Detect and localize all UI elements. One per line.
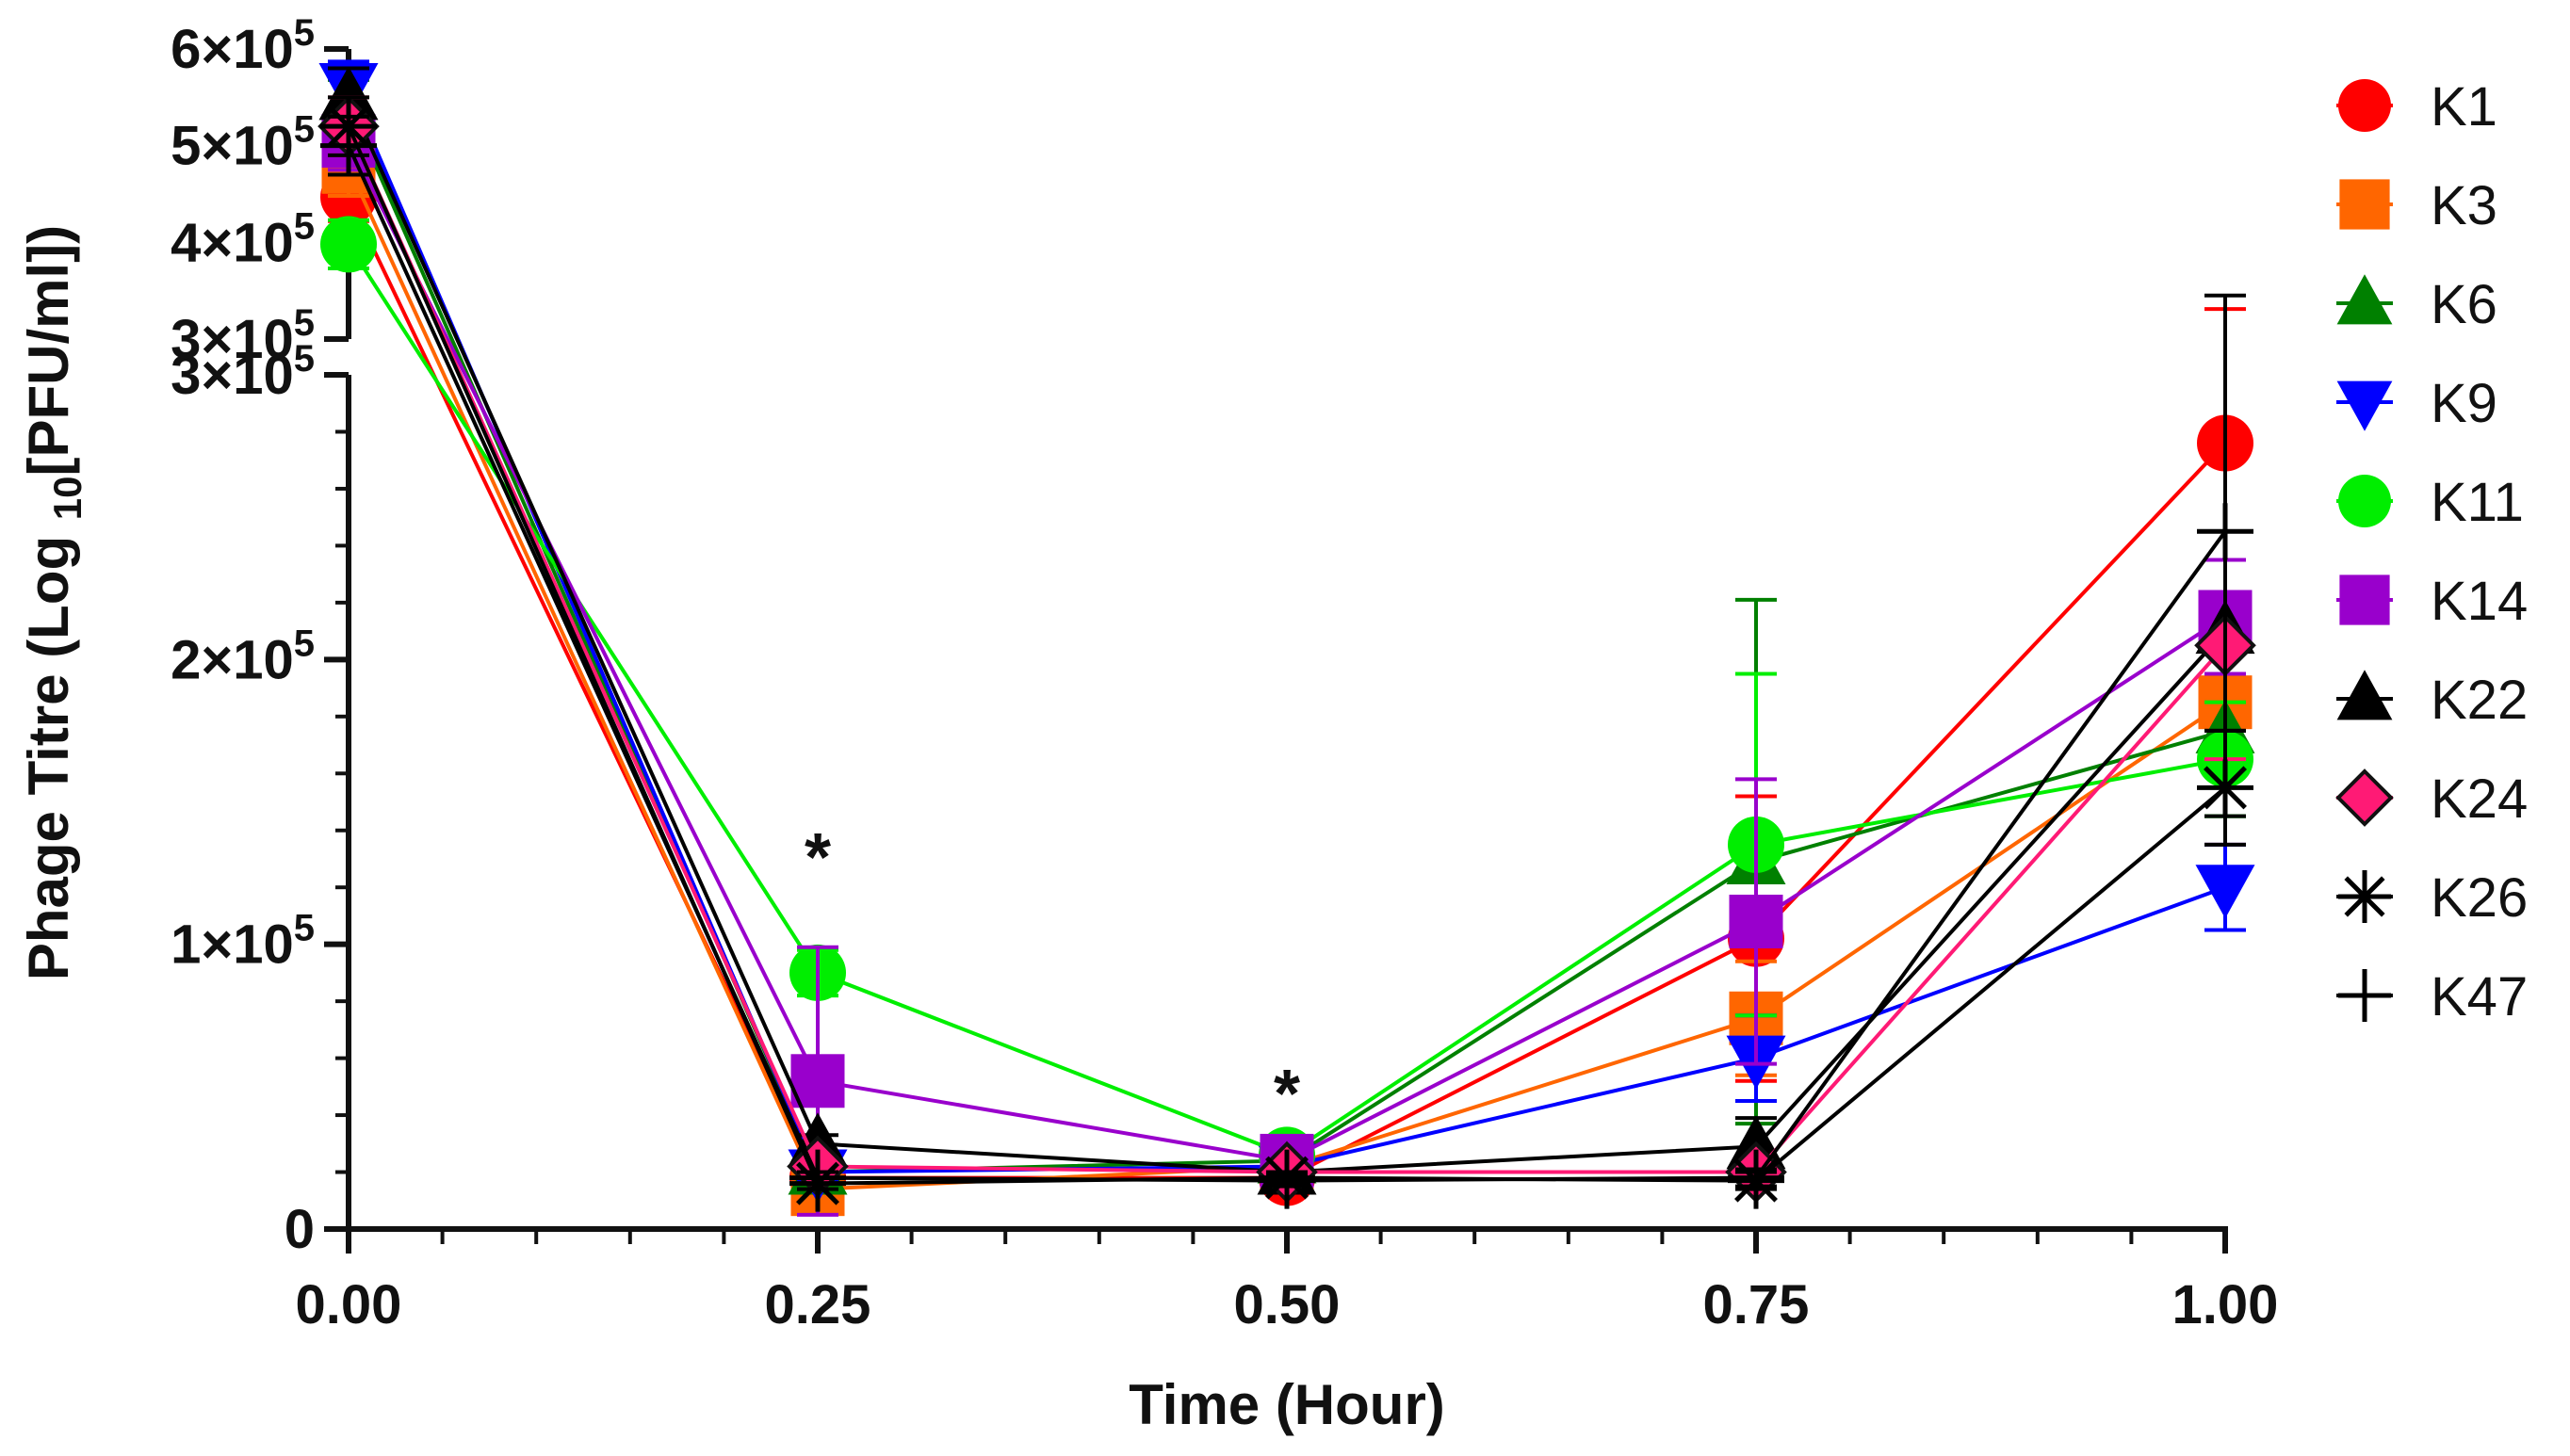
tick-exponent: 5 [294, 623, 315, 664]
y-tick-label: 6×105 [171, 12, 315, 80]
tick-exponent: 5 [294, 205, 315, 247]
significance-asterisk: * [805, 820, 831, 896]
axes: 0.00 0.25 0.50 0.75 1.0001×1052×1053×1053×10… [17, 12, 2278, 1436]
x-tick-label: 0.50 [1234, 1274, 1341, 1335]
series-line [347, 85, 2226, 1174]
legend-item-k47: K47 [2336, 966, 2528, 1027]
legend-item-k11: K11 [2336, 472, 2524, 533]
annotation-layer: ** [805, 820, 1300, 1132]
data-point [2197, 503, 2253, 560]
series-line [347, 96, 2227, 1174]
tick-mantissa: 5×10 [171, 116, 294, 177]
series-layer [317, 59, 2256, 1217]
series-line [347, 125, 2227, 1174]
series-k47 [320, 114, 2253, 1209]
data-point [320, 117, 377, 174]
data-point [1729, 894, 1783, 948]
legend-item-k1: K1 [2336, 76, 2497, 138]
y-tick-label: 2×105 [171, 623, 315, 690]
y-tick-label: 5×105 [171, 109, 315, 177]
series-k9 [318, 59, 2255, 1204]
legend-label: K47 [2431, 966, 2528, 1027]
x-tick-label: 1.00 [2172, 1274, 2279, 1335]
legend-item-k9: K9 [2336, 373, 2497, 434]
legend-label: K26 [2431, 867, 2528, 929]
data-point [320, 216, 377, 273]
tick-mantissa: 3×10 [171, 309, 294, 370]
legend-marker [2338, 969, 2391, 1022]
series-line [347, 125, 2227, 1186]
data-point [789, 1149, 846, 1206]
tick-mantissa: 0 [285, 1199, 315, 1260]
tick-exponent: 5 [294, 12, 315, 54]
legend-marker [2339, 179, 2390, 230]
legend-item-k24: K24 [2335, 768, 2528, 830]
tick-mantissa: 2×10 [171, 629, 294, 690]
legend-label: K6 [2431, 274, 2497, 335]
series-k14 [321, 109, 2253, 1217]
data-point [2195, 865, 2255, 919]
series-line [347, 243, 2226, 1157]
legend: K1 K3 K6 K9 K11 K14 K22 K24 K26 K47 [2335, 76, 2528, 1027]
legend-marker [2338, 79, 2391, 132]
data-point [1259, 1152, 1315, 1209]
x-tick-label: 0.25 [765, 1274, 871, 1335]
legend-marker [2338, 475, 2391, 527]
y-title-end: [PFU/ml]) [17, 225, 80, 477]
series-k26 [320, 95, 2253, 1212]
x-tick-label: 0.75 [1703, 1274, 1810, 1335]
y-tick-label: 3×105 [171, 302, 315, 370]
legend-label: K9 [2431, 373, 2497, 434]
series-line [347, 196, 2227, 1180]
tick-mantissa: 6×10 [171, 19, 294, 80]
y-title-main: Phage Titre (Log [17, 520, 80, 980]
legend-label: K3 [2431, 175, 2497, 236]
y-tick-label: 4×105 [171, 205, 315, 273]
legend-item-k22: K22 [2336, 670, 2528, 731]
data-point [790, 1054, 845, 1108]
legend-item-k14: K14 [2336, 571, 2528, 632]
legend-marker [2338, 870, 2391, 923]
legend-item-k6: K6 [2336, 274, 2497, 335]
legend-label: K14 [2431, 571, 2528, 632]
legend-label: K24 [2431, 768, 2528, 830]
significance-asterisk: * [1274, 1057, 1300, 1132]
series-line [347, 139, 2227, 1163]
x-tick-label: 0.00 [296, 1274, 402, 1335]
tick-exponent: 5 [294, 302, 315, 344]
tick-mantissa: 1×10 [171, 914, 294, 976]
y-axis-title: Phage Titre (Log 10[PFU/ml]) [17, 225, 89, 980]
legend-label: K22 [2431, 670, 2528, 731]
legend-item-k3: K3 [2336, 175, 2497, 236]
y-tick-label: 3×105 [171, 338, 315, 406]
y-title-subscript: 10 [45, 476, 89, 520]
asterisk-stroke [2344, 876, 2385, 917]
y-tick-label: 0 [285, 1199, 315, 1260]
tick-exponent: 5 [294, 338, 315, 380]
legend-item-k26: K26 [2336, 867, 2528, 929]
legend-marker [2336, 670, 2393, 720]
legend-marker [2336, 274, 2393, 325]
tick-mantissa: 3×10 [171, 345, 294, 406]
legend-label: K11 [2431, 472, 2524, 533]
legend-marker [2339, 574, 2390, 625]
series-k3 [321, 136, 2253, 1217]
series-k22 [318, 66, 2255, 1195]
y-tick-label: 1×105 [171, 908, 315, 976]
x-axis-title: Time (Hour) [1129, 1373, 1445, 1436]
legend-label: K1 [2431, 76, 2497, 138]
tick-exponent: 5 [294, 908, 315, 949]
tick-mantissa: 4×10 [171, 212, 294, 273]
data-point [318, 66, 379, 121]
data-point [1728, 1149, 1784, 1206]
series-line [347, 103, 2226, 1174]
series-k6 [318, 73, 2255, 1195]
tick-exponent: 5 [294, 109, 315, 151]
legend-marker [2335, 768, 2394, 827]
legend-marker [2336, 380, 2393, 431]
